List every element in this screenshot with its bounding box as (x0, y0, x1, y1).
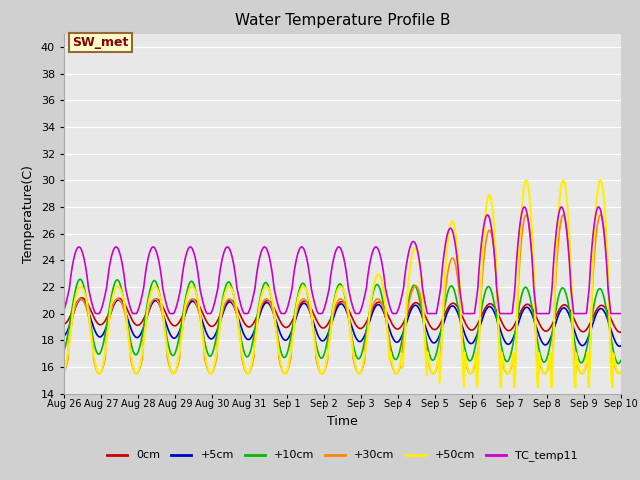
0cm (78, 295, 86, 301)
TC_temp11 (617, 311, 625, 316)
Line: +10cm: +10cm (64, 279, 621, 363)
+30cm (87, 328, 95, 334)
Line: TC_temp11: TC_temp11 (64, 207, 621, 313)
Line: 0cm: 0cm (64, 298, 621, 332)
Y-axis label: Temperature(C): Temperature(C) (22, 165, 35, 263)
+5cm (88, 317, 95, 323)
+10cm (88, 325, 95, 331)
+10cm (617, 358, 625, 363)
+50cm (87, 330, 95, 336)
+50cm (460, 384, 468, 390)
+30cm (291, 316, 299, 322)
+30cm (473, 371, 481, 376)
+30cm (60, 369, 68, 375)
0cm (598, 302, 606, 308)
TC_temp11 (164, 306, 172, 312)
0cm (616, 329, 624, 335)
+5cm (617, 343, 625, 349)
TC_temp11 (590, 222, 598, 228)
Text: SW_met: SW_met (72, 36, 129, 49)
+5cm (60, 333, 68, 339)
+5cm (598, 306, 606, 312)
+30cm (388, 363, 396, 369)
+30cm (522, 212, 530, 218)
+50cm (522, 178, 530, 183)
Line: +50cm: +50cm (64, 180, 621, 387)
0cm (388, 322, 396, 328)
+5cm (388, 335, 396, 340)
+50cm (291, 313, 299, 319)
+10cm (76, 276, 84, 282)
+5cm (164, 326, 172, 332)
+5cm (589, 319, 597, 324)
TC_temp11 (520, 204, 528, 210)
Line: +30cm: +30cm (64, 215, 621, 373)
+50cm (388, 360, 396, 365)
0cm (60, 321, 68, 327)
+10cm (60, 348, 68, 353)
+30cm (163, 354, 171, 360)
X-axis label: Time: Time (327, 415, 358, 428)
+10cm (589, 305, 597, 311)
0cm (88, 309, 95, 314)
+5cm (292, 316, 300, 322)
+30cm (590, 257, 598, 263)
+50cm (599, 186, 607, 192)
Legend: 0cm, +5cm, +10cm, +30cm, +50cm, TC_temp11: 0cm, +5cm, +10cm, +30cm, +50cm, TC_temp1… (103, 446, 582, 466)
TC_temp11 (388, 311, 396, 316)
0cm (617, 329, 625, 335)
TC_temp11 (92, 311, 100, 316)
Title: Water Temperature Profile B: Water Temperature Profile B (235, 13, 450, 28)
+30cm (617, 369, 625, 375)
TC_temp11 (87, 296, 95, 301)
+30cm (599, 218, 607, 224)
Line: +5cm: +5cm (64, 299, 621, 346)
TC_temp11 (599, 220, 607, 226)
0cm (164, 315, 172, 321)
+10cm (164, 340, 172, 346)
+10cm (292, 304, 300, 310)
TC_temp11 (60, 307, 68, 312)
+50cm (60, 369, 68, 374)
+50cm (617, 369, 625, 374)
0cm (292, 311, 300, 316)
+10cm (614, 360, 622, 366)
+10cm (388, 352, 396, 358)
TC_temp11 (292, 260, 300, 266)
+5cm (77, 296, 85, 302)
+50cm (163, 348, 171, 353)
+5cm (616, 343, 623, 349)
+50cm (590, 236, 598, 241)
+10cm (598, 289, 606, 295)
0cm (589, 313, 597, 319)
